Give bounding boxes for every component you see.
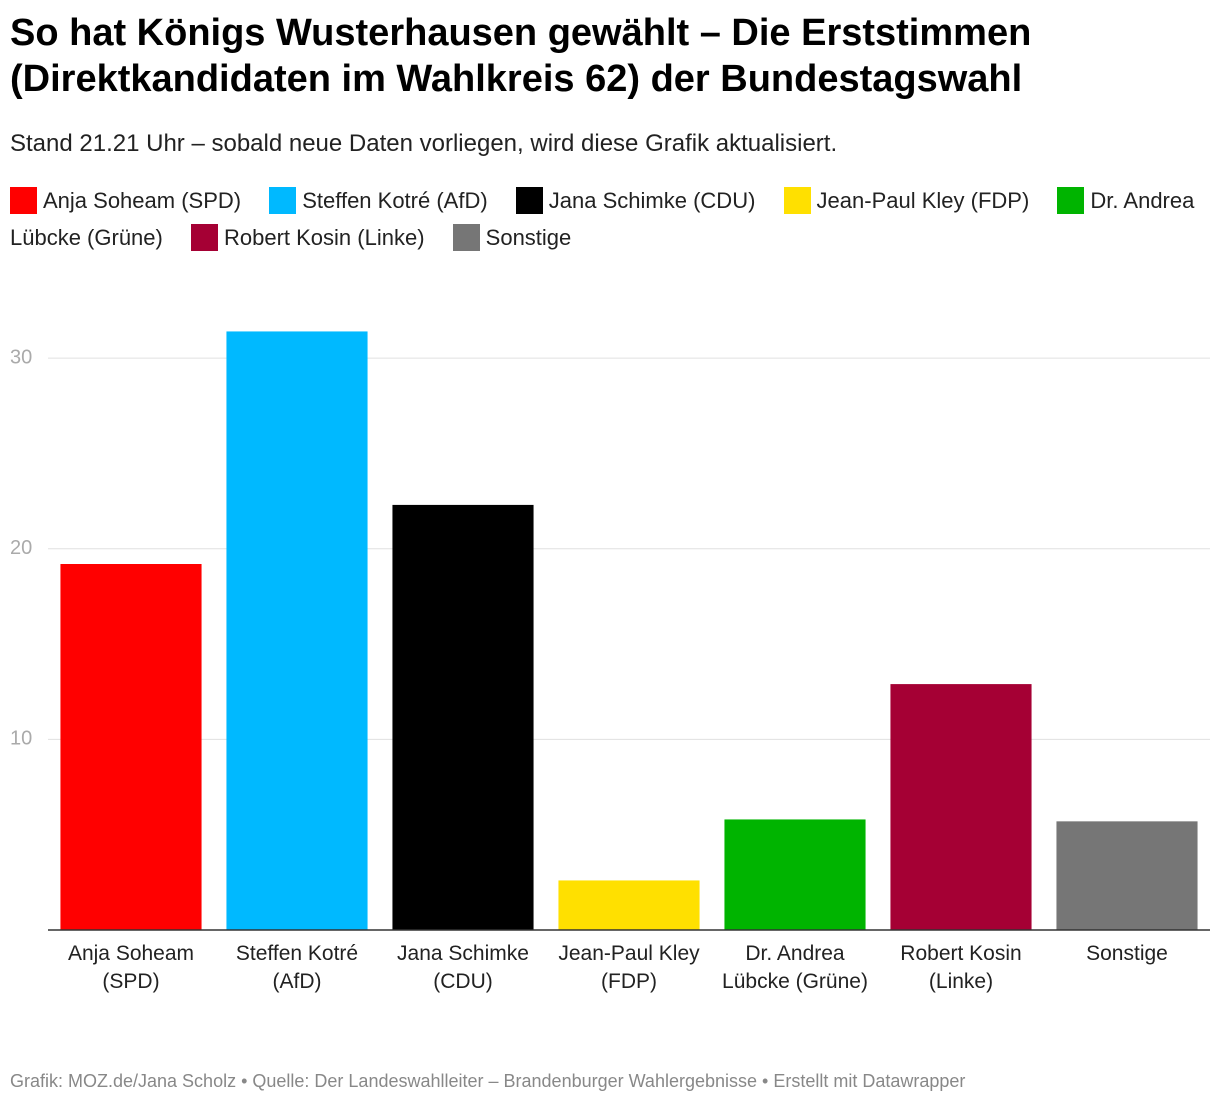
x-tick-label: Jana Schimke (CDU) (397, 942, 529, 993)
bar (724, 819, 866, 930)
legend-label: Robert Kosin (Linke) (223, 225, 425, 250)
legend-item: Jean-Paul Kley (FDP) (783, 187, 1036, 214)
x-tick-label: Anja Soheam (SPD) (67, 942, 195, 993)
legend-label: Sonstige (485, 225, 572, 250)
legend-swatch (10, 187, 37, 214)
x-tick-label: Jean-Paul Kley (FDP) (558, 942, 700, 993)
legend-swatch (1057, 187, 1085, 214)
legend-item: Steffen Kotré (AfD) (269, 187, 494, 214)
legend-item: Sonstige (452, 224, 572, 251)
x-tick-label: Steffen Kotré (AfD) (235, 942, 359, 993)
legend-label: Anja Soheam (SPD) (43, 188, 242, 213)
x-tick-label: Dr. Andrea Lübcke (Grüne) (722, 942, 868, 993)
bar (392, 504, 534, 930)
legend-item: Dr. Andrea Lübcke (Grüne) (10, 187, 1195, 250)
footer: Grafik: MOZ.de/Jana Scholz • Quelle: Der… (10, 1071, 966, 1091)
legend-label: Dr. Andrea Lübcke (Grüne) (10, 188, 1195, 250)
legend-label: Jean-Paul Kley (FDP) (816, 188, 1030, 213)
bar (890, 684, 1032, 930)
y-tick-label: 30 (10, 346, 32, 368)
legend-item: Jana Schimke (CDU) (515, 187, 762, 214)
chart-title: So hat Königs Wusterhausen gewählt – Die… (10, 12, 1032, 100)
legend-item: Robert Kosin (Linke) (190, 224, 431, 251)
bar (226, 331, 368, 930)
legend-label: Steffen Kotré (AfD) (302, 188, 488, 213)
legend-item: Anja Soheam (SPD) (10, 187, 247, 214)
legend-swatch (190, 224, 218, 251)
legend-label: Jana Schimke (CDU) (548, 188, 756, 213)
bar (558, 880, 700, 930)
y-tick-label: 20 (10, 537, 32, 559)
x-tick-label: Sonstige (1086, 942, 1168, 965)
legend-swatch (783, 187, 811, 214)
y-tick-label: 10 (10, 728, 32, 750)
bar (1056, 821, 1198, 930)
x-tick-label: Robert Kosin (Linke) (900, 942, 1022, 993)
legend-swatch (269, 187, 297, 214)
bar (60, 564, 202, 930)
legend: Anja Soheam (SPD) Steffen Kotré (AfD) Ja… (10, 182, 1210, 256)
legend-swatch (452, 224, 480, 251)
legend-swatch (515, 187, 543, 214)
subtitle: Stand 21.21 Uhr – sobald neue Daten vorl… (10, 130, 838, 157)
